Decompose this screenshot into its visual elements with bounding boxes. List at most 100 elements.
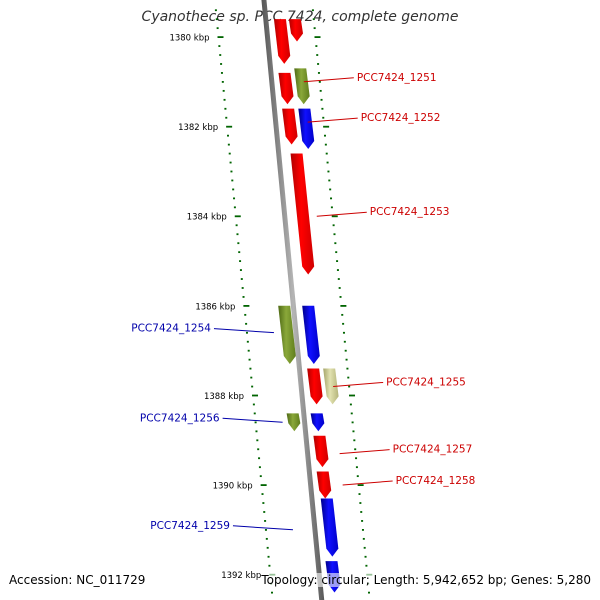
gene-label[interactable]: PCC7424_1255 (386, 376, 466, 388)
backbone-line (261, 0, 325, 600)
ruler-tick-right (349, 394, 356, 397)
ruler-label: 1384 kbp (187, 213, 227, 223)
ruler-tick-right (350, 412, 353, 415)
ruler-tick-right (342, 322, 345, 325)
gene-feature (302, 305, 320, 365)
gene-label[interactable]: PCC7424_1252 (361, 112, 441, 124)
ruler-tick-left (240, 278, 243, 280)
ruler-tick-left (253, 412, 256, 415)
gene-label[interactable]: PCC7424_1254 (131, 323, 211, 335)
ruler-tick-left (270, 591, 273, 594)
ruler-tick-right (352, 430, 355, 433)
ruler-tick-left (220, 63, 223, 65)
gene-feature (320, 498, 339, 557)
ruler-tick-right (342, 331, 345, 334)
gene-feature (278, 305, 296, 365)
gene-feature (278, 72, 294, 105)
ruler-tick-left (252, 403, 255, 406)
gene-label[interactable]: PCC7424_1259 (150, 520, 230, 532)
ruler-tick-left (228, 152, 231, 155)
gene-label[interactable]: PCC7424_1256 (140, 412, 220, 424)
gene-label[interactable]: PCC7424_1251 (357, 72, 437, 84)
ruler-tick-left (232, 188, 235, 191)
genome-backbone (261, 0, 325, 600)
ruler-tick-right (333, 233, 336, 236)
ruler-tick-left (235, 224, 238, 227)
ruler-tick-left (267, 555, 270, 558)
ruler-tick-right (356, 475, 359, 478)
gene-feature (282, 108, 298, 145)
ruler-tick-left (255, 430, 258, 433)
ruler-tick-left (241, 287, 244, 289)
ruler-tick-left (223, 98, 226, 101)
ruler-label: 1386 kbp (195, 302, 235, 312)
gene-feature (294, 68, 310, 105)
ruler-tick-right (338, 287, 341, 289)
ruler-tick-left (254, 421, 257, 424)
ruler-tick-left (237, 242, 240, 245)
ruler-tick-left (215, 18, 218, 21)
gene-feature (316, 471, 332, 499)
gene-label-leader (307, 117, 358, 123)
ruler-tick-left (248, 358, 251, 361)
gene-label[interactable]: PCC7424_1258 (396, 475, 476, 487)
ruler-tick-left (226, 125, 233, 128)
gene-features (273, 19, 341, 593)
ruler-tick-left (219, 54, 222, 56)
ruler-tick-left (266, 546, 269, 549)
ruler-label: 1380 kbp (169, 34, 209, 44)
ruler-tick-right (365, 564, 368, 567)
ruler-tick-left (262, 502, 265, 504)
gene-feature (286, 413, 301, 432)
ruler-tick-left (249, 367, 252, 370)
ruler-tick-left (268, 564, 271, 567)
ruler-tick-left (244, 313, 247, 316)
ruler-tick-right (317, 72, 320, 74)
ruler-tick-right (322, 116, 325, 119)
ruler-tick-left (257, 448, 260, 451)
ruler-tick-left (238, 251, 241, 254)
gene-label[interactable]: PCC7424_1257 (393, 444, 473, 456)
ruler-tick-left (234, 215, 241, 218)
ruler-labels: 1380 kbp 1382 kbp 1384 kbp 1386 kbp 1388 kbp… (169, 34, 261, 582)
ruler-tick-right (340, 305, 347, 307)
ruler-label: 1382 kbp (178, 123, 218, 133)
ruler-tick-right (355, 457, 358, 460)
ruler-tick-left (222, 89, 225, 92)
ruler-tick-right (323, 134, 326, 137)
ruler-tick-left (250, 376, 253, 379)
gene-label[interactable]: PCC7424_1253 (370, 206, 450, 218)
ruler-tick-right (353, 439, 356, 442)
ruler-tick-right (324, 143, 327, 146)
gene-label-leader (213, 328, 275, 334)
ruler-tick-left (264, 529, 267, 531)
ruler-tick-left (229, 161, 232, 164)
gene-label-leader (222, 417, 283, 423)
ruler-tick-right (339, 296, 342, 298)
ruler-tick-right (355, 466, 358, 469)
gene-feature (323, 368, 339, 405)
ruler-tick-right (328, 179, 331, 182)
ruler-tick-right (361, 529, 364, 531)
ruler-tick-right (363, 546, 366, 549)
ruler-tick-left (247, 349, 250, 352)
ruler-tick-right (318, 81, 321, 83)
ruler-tick-left (246, 340, 249, 343)
ruler-tick-left (245, 331, 248, 334)
ruler-tick-left (242, 296, 245, 298)
ruler-tick-right (326, 161, 329, 164)
ruler-tick-left (261, 493, 264, 495)
gene-label-leader (303, 77, 354, 83)
ruler-tick-left (214, 9, 217, 12)
gene-feature (307, 368, 323, 405)
ruler-tick-left (233, 206, 236, 209)
ruler-tick-left (245, 322, 248, 325)
ruler-tick-right (358, 493, 361, 495)
ruler-tick-left (259, 475, 262, 478)
ruler-tick-right (357, 484, 364, 486)
ruler-tick-right (347, 376, 350, 379)
ruler-ticks (214, 9, 373, 594)
ruler-tick-right (321, 107, 324, 110)
gene-label-leader (232, 525, 293, 531)
